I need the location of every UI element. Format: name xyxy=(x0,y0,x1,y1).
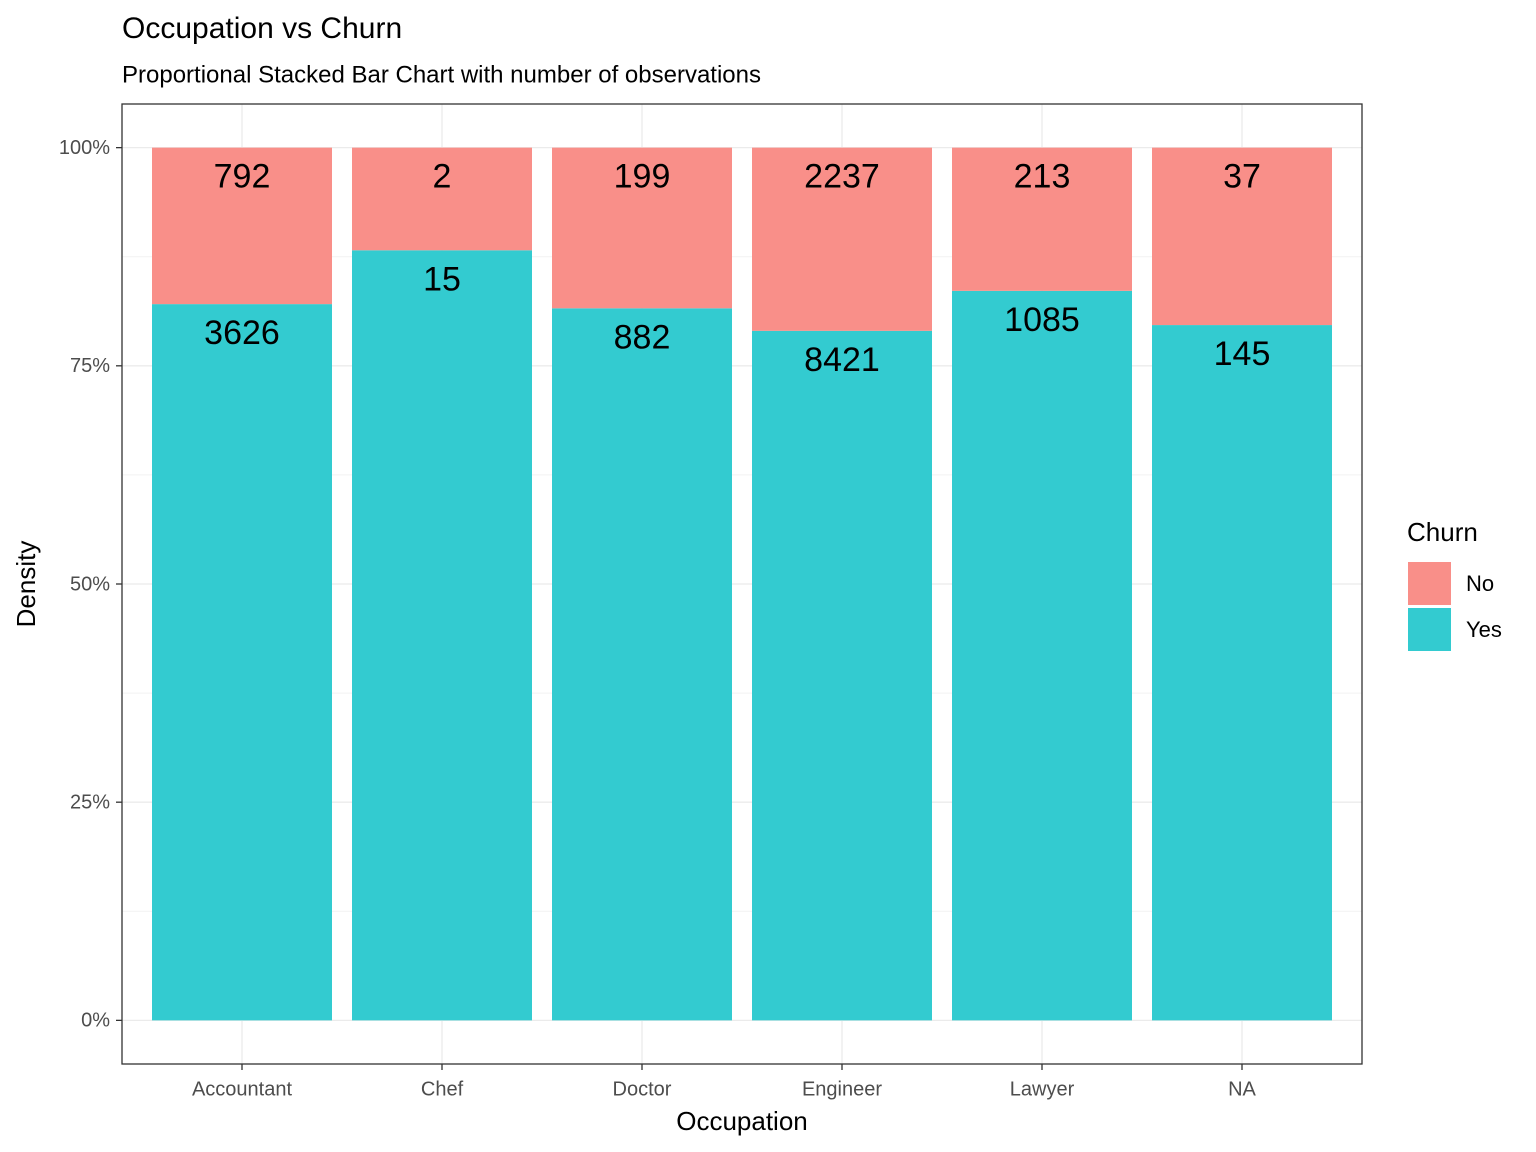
y-tick-label: 100% xyxy=(59,137,110,159)
count-label: 1085 xyxy=(1004,301,1080,339)
count-label: 882 xyxy=(614,318,671,356)
bar-segment xyxy=(752,330,932,1021)
bar-segment xyxy=(152,147,332,305)
bar-segment xyxy=(352,250,532,1021)
legend-label: No xyxy=(1466,571,1494,596)
y-tick-label: 75% xyxy=(70,355,110,377)
bar-segment xyxy=(1152,147,1332,326)
legend-label: Yes xyxy=(1466,617,1502,642)
x-tick-label: Lawyer xyxy=(1010,1078,1075,1100)
x-tick-label: Accountant xyxy=(192,1078,293,1100)
bar-segment xyxy=(952,147,1132,291)
bar-segment xyxy=(752,147,932,331)
panel-border xyxy=(121,103,1363,1065)
count-label: 8421 xyxy=(804,341,880,379)
y-tick-label: 50% xyxy=(70,573,110,595)
x-tick-label: Doctor xyxy=(613,1078,672,1100)
chart-subtitle: Proportional Stacked Bar Chart with numb… xyxy=(122,61,761,88)
count-label: 3626 xyxy=(204,314,280,352)
bar-segment xyxy=(552,308,732,1021)
bar-segment xyxy=(152,304,332,1021)
legend-swatch xyxy=(1408,562,1451,605)
count-label: 792 xyxy=(214,158,271,196)
bar-segment xyxy=(952,290,1132,1021)
count-label: 213 xyxy=(1014,158,1071,196)
count-label: 145 xyxy=(1214,335,1271,373)
count-label: 199 xyxy=(614,158,671,196)
chart-title: Occupation vs Churn xyxy=(122,12,402,45)
y-axis-title: Density xyxy=(11,541,41,628)
count-label: 2 xyxy=(433,158,452,196)
x-tick-label: NA xyxy=(1228,1078,1256,1100)
count-label: 37 xyxy=(1223,158,1261,196)
x-tick-label: Engineer xyxy=(802,1078,882,1100)
x-tick-label: Chef xyxy=(421,1078,464,1100)
count-label: 15 xyxy=(423,260,461,298)
bar-segment xyxy=(352,147,532,251)
y-tick-label: 25% xyxy=(70,791,110,813)
y-tick-label: 0% xyxy=(81,1010,110,1032)
legend-swatch xyxy=(1408,608,1451,651)
bar-segment xyxy=(552,147,732,309)
count-label: 2237 xyxy=(804,158,880,196)
x-axis-title: Occupation xyxy=(676,1106,808,1136)
legend-title: Churn xyxy=(1407,517,1478,547)
bar-segment xyxy=(1152,325,1332,1021)
